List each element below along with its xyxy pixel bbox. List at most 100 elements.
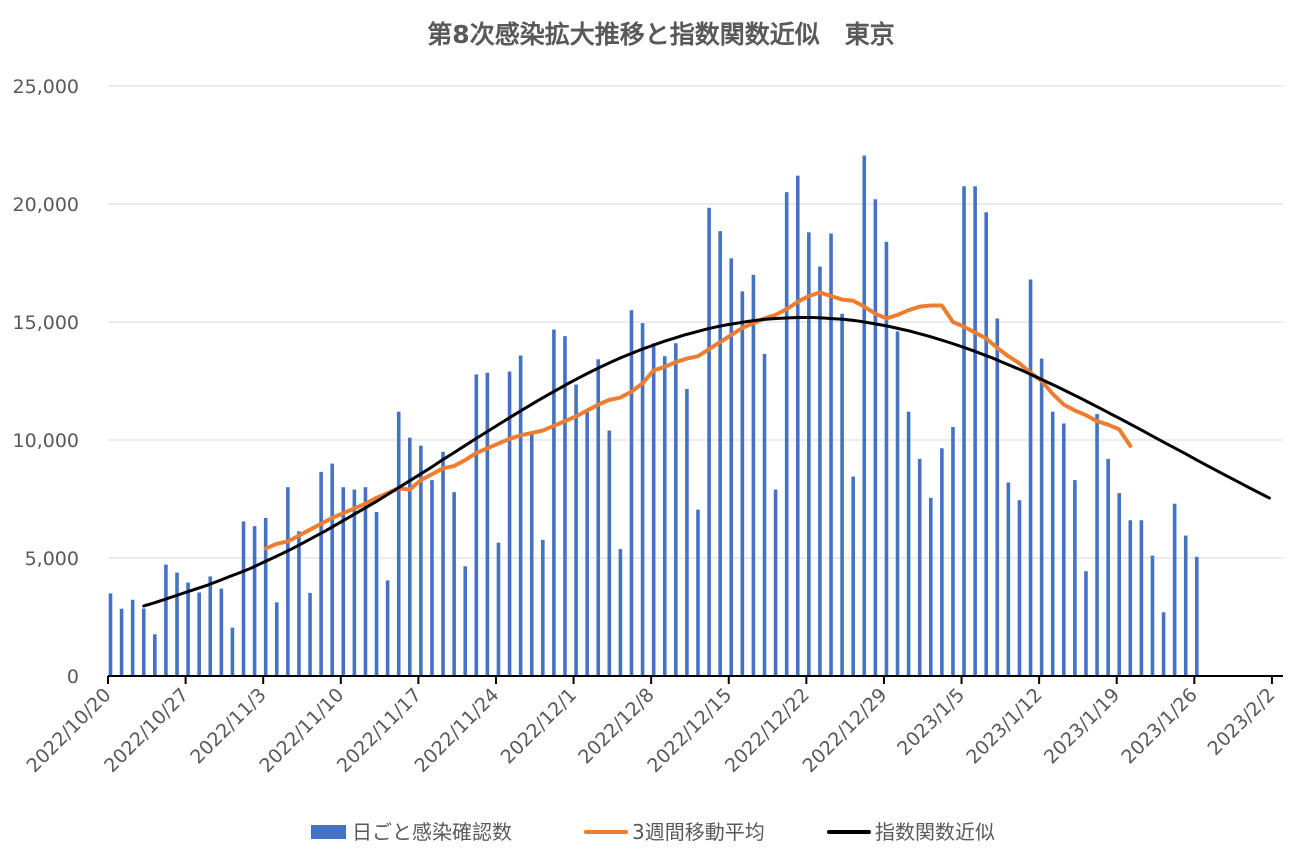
bar (252, 526, 257, 676)
bar (108, 593, 113, 676)
bar (784, 192, 789, 676)
bar (463, 566, 468, 676)
bar (1084, 571, 1088, 676)
bar (651, 343, 656, 676)
bar (552, 329, 556, 676)
y-tick-label: 0 (67, 666, 79, 688)
legend: 日ごと感染確認数 3週間移動平均 指数関数近似 (311, 820, 995, 844)
bar (984, 212, 989, 676)
bar (175, 572, 179, 676)
bar (818, 266, 822, 676)
bar (286, 487, 290, 676)
gridlines (108, 85, 1283, 559)
bar (629, 310, 634, 676)
bar (574, 384, 578, 676)
legend-item: 日ごと感染確認数 (311, 820, 512, 844)
y-tick-label: 5,000 (25, 548, 79, 570)
bar (485, 372, 490, 676)
bar (297, 531, 301, 676)
bar (1006, 482, 1011, 676)
x-tick-label: 2022/12/1 (497, 684, 581, 768)
y-tick-label: 20,000 (13, 194, 79, 216)
bar (1073, 480, 1077, 676)
bar (507, 371, 512, 676)
bar (662, 356, 667, 676)
bar (917, 458, 922, 676)
x-tick-label: 2023/1/12 (962, 684, 1046, 768)
bar (153, 634, 157, 676)
bar (1172, 503, 1177, 676)
bar (1150, 555, 1155, 676)
legend-label: 日ごと感染確認数 (352, 820, 512, 844)
bar (529, 431, 534, 676)
bar (263, 517, 268, 676)
bar (762, 353, 767, 676)
y-tick-label: 25,000 (13, 76, 79, 98)
x-tick-label: 2023/1/19 (1040, 684, 1124, 768)
bar (1128, 520, 1133, 676)
bar-series (108, 155, 1199, 677)
line-series (142, 290, 1271, 608)
y-tick-label: 15,000 (13, 312, 79, 334)
bar (729, 258, 734, 676)
bar (1017, 500, 1022, 676)
bar (141, 608, 146, 676)
bar (319, 471, 323, 676)
bar (496, 542, 501, 676)
bar (973, 186, 977, 677)
bar (685, 389, 689, 676)
bar (330, 463, 334, 676)
bar (928, 497, 933, 676)
bar (341, 487, 346, 676)
bar (795, 175, 800, 676)
bar (618, 549, 623, 676)
bar (164, 564, 168, 676)
x-tick-label: 2022/11/3 (186, 684, 270, 768)
bar (541, 539, 545, 676)
bar (1050, 411, 1055, 676)
bar (851, 476, 855, 676)
legend-item: 3週間移動平均 (584, 820, 765, 844)
legend-item: 指数関数近似 (827, 820, 995, 844)
bar (1195, 556, 1199, 676)
legend-label: 指数関数近似 (875, 820, 995, 844)
bar (585, 411, 589, 676)
bar (119, 608, 124, 676)
bar (274, 602, 279, 676)
moving-average-line (263, 290, 1133, 551)
bar (951, 427, 955, 676)
bar (740, 291, 745, 676)
y-axis-tick-labels: 0 5,000 10,000 15,000 20,000 25,000 (13, 76, 79, 688)
bar (474, 374, 479, 676)
x-tick-label: 2022/12/29 (798, 684, 891, 777)
bar (674, 343, 678, 676)
bar (940, 448, 944, 676)
bar (840, 313, 844, 676)
x-tick-label: 2023/1/26 (1117, 684, 1201, 768)
bar (1095, 414, 1099, 676)
bar (829, 233, 833, 676)
bar (518, 355, 523, 676)
bar (563, 336, 567, 676)
chart-title: 第8次感染拡大推移と指数関数近似 東京 (427, 20, 894, 49)
bar (1062, 423, 1066, 676)
bar (219, 588, 224, 676)
bar (419, 445, 423, 676)
bar (1117, 493, 1122, 676)
bar (385, 580, 390, 676)
bar (596, 359, 601, 676)
x-axis: 2022/10/202022/10/272022/11/32022/11/102… (23, 675, 1283, 777)
x-tick-label: 2023/2/2 (1204, 684, 1280, 760)
legend-swatch (311, 825, 346, 839)
bar (352, 489, 357, 676)
bar (1161, 612, 1166, 676)
bar (751, 274, 756, 676)
bar (895, 331, 900, 676)
bar (407, 437, 412, 676)
bar (186, 582, 190, 676)
bar (873, 199, 878, 676)
bar (707, 207, 711, 676)
bar (962, 186, 966, 677)
bar (906, 411, 911, 676)
